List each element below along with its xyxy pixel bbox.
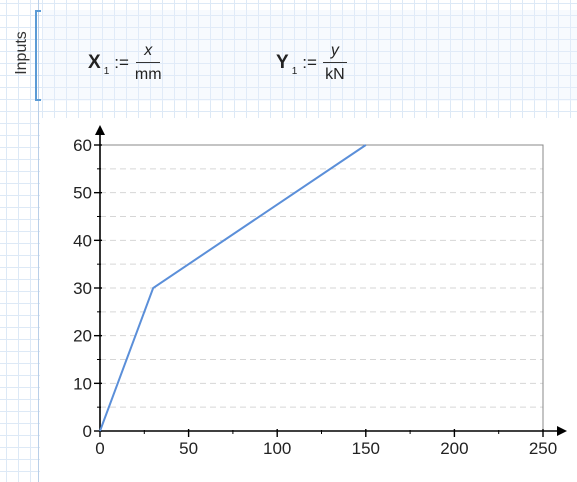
variable-subscript: 1: [291, 65, 298, 77]
y-tick-label: 50: [73, 184, 92, 203]
fraction: y kN: [322, 42, 347, 84]
y-axis-arrow: [95, 125, 105, 135]
x-tick-label: 100: [263, 439, 291, 458]
y-tick-label: 0: [83, 422, 92, 441]
y-tick-label: 20: [73, 327, 92, 346]
numerator: x: [136, 42, 161, 63]
y-tick-label: 30: [73, 279, 92, 298]
variable-name: X: [88, 52, 101, 73]
variable-subscript: 1: [103, 65, 110, 77]
x-tick-label: 150: [352, 439, 380, 458]
y-tick-label: 10: [73, 374, 92, 393]
x-tick-label: 50: [179, 439, 198, 458]
denominator-unit: kN: [325, 66, 345, 83]
assign-operator: :=: [302, 53, 317, 72]
plot-region[interactable]: [40, 118, 577, 482]
variable-name: Y: [276, 52, 289, 73]
y-tick-label: 60: [73, 136, 92, 155]
numerator: y: [322, 42, 347, 63]
y-tick-label: 40: [73, 231, 92, 250]
assign-operator: :=: [114, 53, 129, 72]
series-line: [99, 144, 367, 432]
denominator-unit: mm: [134, 66, 162, 83]
x-axis-arrow: [557, 426, 567, 436]
inputs-region[interactable]: [42, 10, 577, 101]
region-bracket[interactable]: [35, 10, 41, 101]
definition-x1[interactable]: X 1 := x mm: [88, 38, 162, 88]
x-tick-label: 250: [529, 439, 557, 458]
x-tick-label: 0: [95, 439, 104, 458]
worksheet-left-rule: [38, 0, 39, 482]
definition-y1[interactable]: Y 1 := y kN: [276, 38, 347, 88]
fraction: x mm: [135, 42, 162, 84]
x-tick-label: 200: [440, 439, 468, 458]
